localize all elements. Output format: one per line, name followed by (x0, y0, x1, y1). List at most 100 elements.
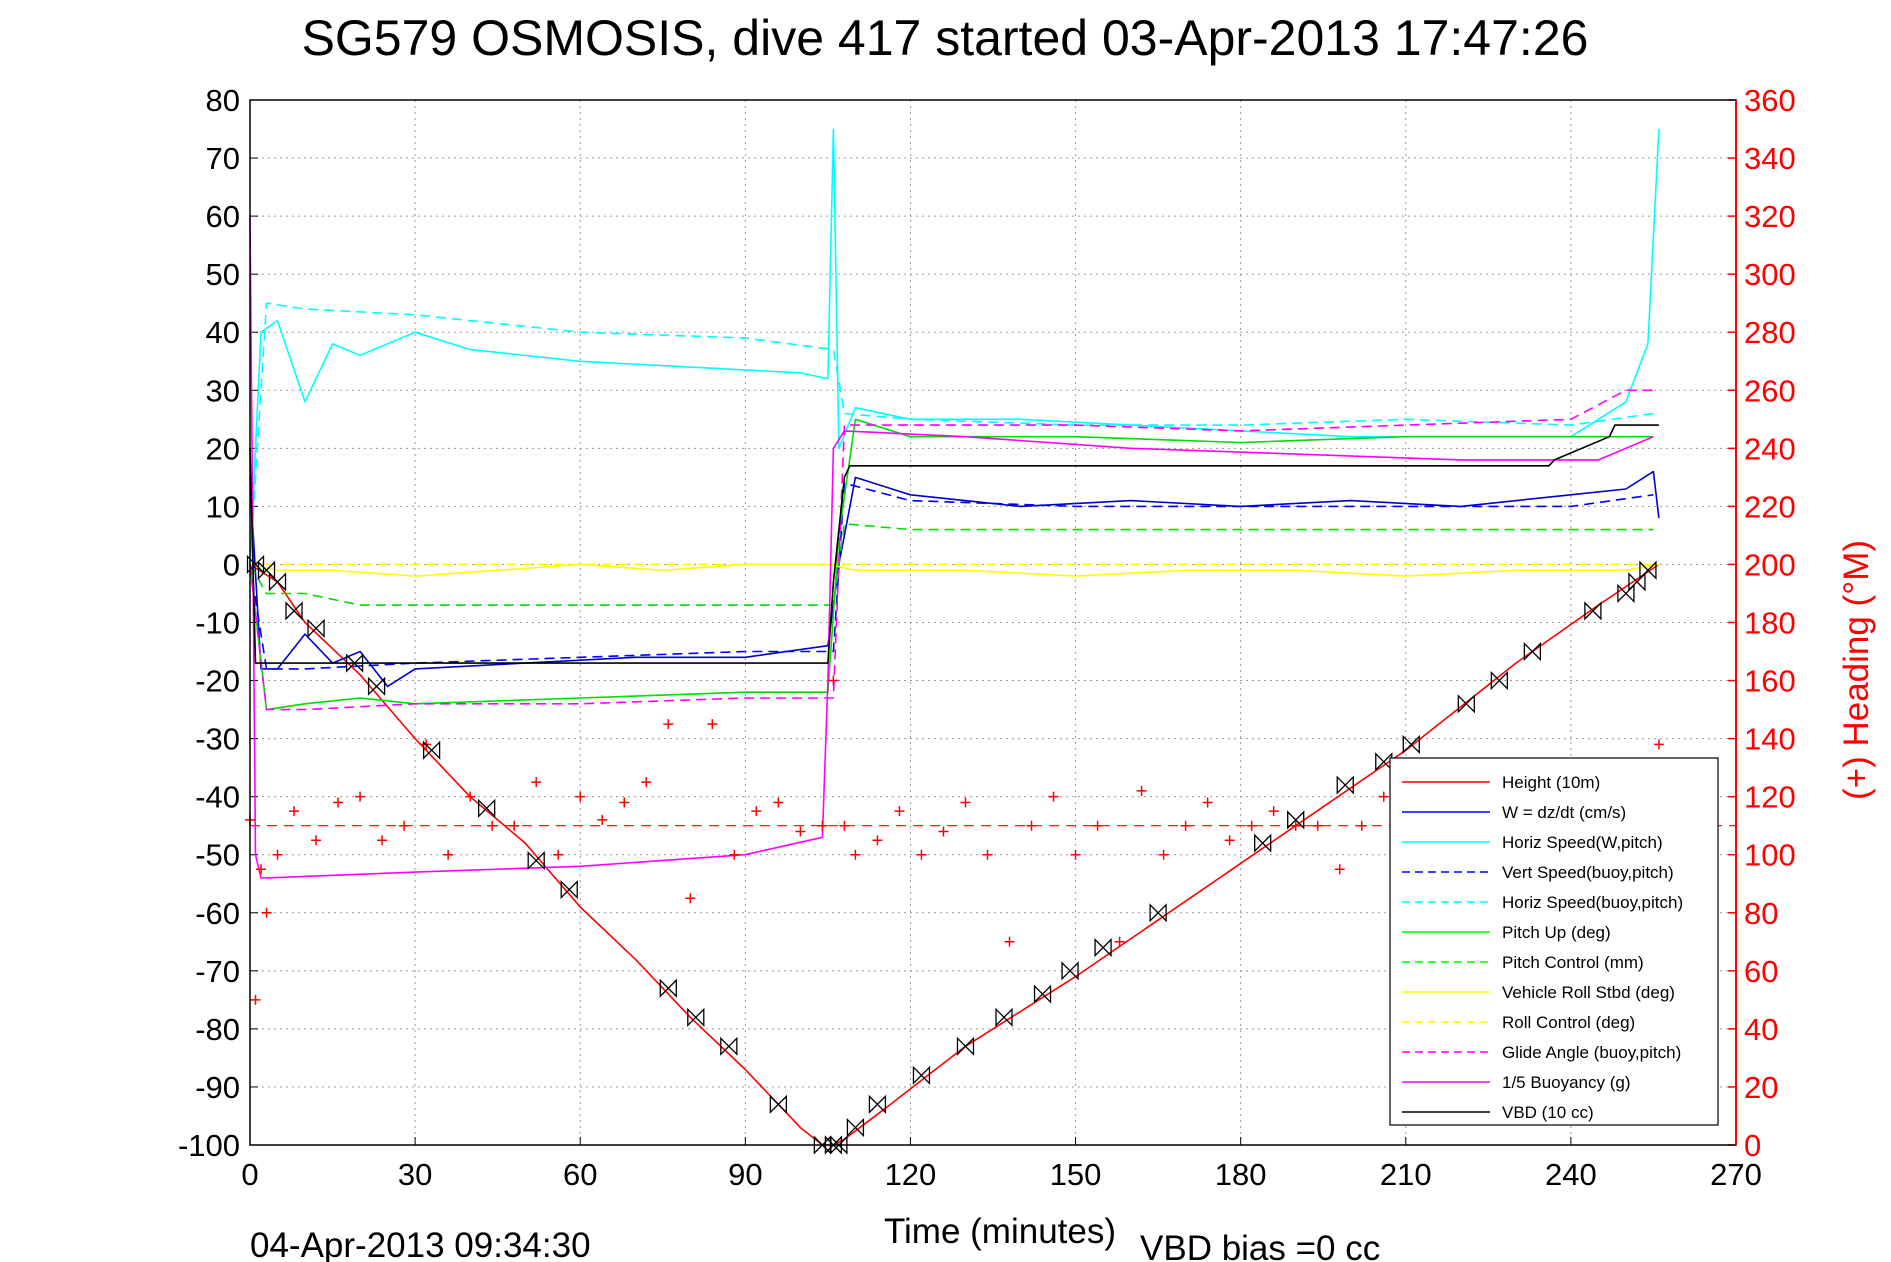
heading-point (1202, 797, 1213, 808)
vbd-marker (1490, 670, 1508, 691)
x-tick-label: 90 (728, 1157, 762, 1192)
heading-point (399, 820, 410, 831)
legend-label: Horiz Speed(W,pitch) (1502, 833, 1663, 852)
series-lines (249, 128, 1660, 1146)
series-line-3 (249, 482, 1654, 670)
heading-point (1224, 835, 1235, 846)
vbd-marker (285, 601, 303, 621)
y-tick-label: -100 (178, 1128, 240, 1163)
heading-point (982, 849, 993, 860)
y2-tick-label: 60 (1744, 954, 1778, 989)
heading-point (707, 719, 718, 730)
heading-point (1158, 849, 1169, 860)
vbd-marker (1033, 984, 1052, 1004)
heading-point (1312, 820, 1323, 831)
heading-point (443, 849, 454, 860)
heading-point (333, 797, 344, 808)
y-axis-right-label: (+) Heading (°M) (1837, 540, 1876, 800)
vbd-marker (478, 798, 496, 818)
y2-tick-label: 80 (1744, 896, 1778, 931)
vbd-markers (246, 554, 1657, 1155)
heading-point (261, 907, 272, 918)
heading-point (465, 791, 476, 802)
vbd-marker (1457, 694, 1475, 714)
vbd-marker (769, 1094, 788, 1114)
vbd-marker (1149, 903, 1167, 923)
legend-label: Pitch Control (mm) (1502, 953, 1644, 972)
heading-point (311, 835, 322, 846)
x-tick-label: 150 (1050, 1157, 1102, 1192)
heading-point (916, 849, 927, 860)
heading-point (729, 849, 740, 860)
vbd-marker (956, 1036, 975, 1056)
y2-tick-label: 360 (1744, 83, 1796, 118)
heading-point (641, 777, 652, 788)
vbd-marker (868, 1094, 887, 1114)
y2-tick-label: 200 (1744, 547, 1796, 582)
vbd-marker (422, 740, 441, 760)
heading-point (1026, 820, 1037, 831)
heading-point (487, 820, 498, 831)
y2-tick-label: 20 (1744, 1070, 1778, 1105)
y2-tick-label: 0 (1744, 1128, 1761, 1163)
x-tick-label: 210 (1380, 1157, 1432, 1192)
heading-point (828, 675, 839, 686)
x-tick-label: 270 (1710, 1157, 1762, 1192)
heading-point (1180, 820, 1191, 831)
heading-point (250, 994, 261, 1005)
y2-tick-label: 220 (1744, 489, 1796, 524)
y-tick-label: -90 (195, 1070, 240, 1105)
series-line-10 (249, 216, 1654, 879)
chart-title: SG579 OSMOSIS, dive 417 started 03-Apr-2… (302, 10, 1589, 66)
heading-point (1070, 849, 1081, 860)
heading-point (938, 826, 949, 837)
vbd-marker (1639, 560, 1657, 580)
vbd-marker (995, 1007, 1013, 1027)
heading-point (377, 835, 388, 846)
heading-point (773, 797, 784, 808)
legend-label: Height (10m) (1502, 773, 1600, 792)
y2-tick-label: 100 (1744, 838, 1796, 873)
footer-timestamp: 04-Apr-2013 09:34:30 (250, 1226, 591, 1262)
heading-point (1048, 791, 1059, 802)
y-tick-label: -60 (195, 896, 240, 931)
y-tick-label: 20 (206, 431, 240, 466)
heading-point (1246, 820, 1257, 831)
legend-label: Glide Angle (buoy,pitch) (1502, 1043, 1681, 1062)
y2-tick-label: 40 (1744, 1012, 1778, 1047)
heading-point (272, 849, 283, 860)
heading-point (817, 820, 828, 831)
legend-label: Vehicle Roll Stbd (deg) (1502, 983, 1675, 1002)
vbd-marker (687, 1007, 705, 1027)
vbd-marker (268, 572, 287, 592)
heading-point (751, 806, 762, 817)
series-line-0 (249, 563, 1660, 1146)
x-tick-label: 240 (1545, 1157, 1597, 1192)
legend-label: Horiz Speed(buoy,pitch) (1502, 893, 1683, 912)
y2-tick-label: 240 (1744, 431, 1796, 466)
heading-point (355, 791, 366, 802)
y2-tick-label: 300 (1744, 257, 1796, 292)
heading-point (839, 820, 850, 831)
heading-point (1334, 864, 1345, 875)
x-tick-label: 0 (241, 1157, 258, 1192)
vbd-marker (307, 618, 325, 638)
vbd-marker (1287, 810, 1305, 830)
legend-label: 1/5 Buoyancy (g) (1502, 1073, 1631, 1092)
vbd-marker (1254, 833, 1272, 853)
heading-point (531, 777, 542, 788)
heading-point (597, 814, 608, 825)
vbd-marker (1523, 641, 1542, 662)
vbd-marker (1402, 734, 1420, 754)
y2-tick-label: 160 (1744, 664, 1796, 699)
y-tick-label: 70 (206, 141, 240, 176)
vbd-marker (720, 1036, 738, 1056)
y-tick-label: 10 (206, 489, 240, 524)
y-tick-label: 0 (223, 547, 240, 582)
x-axis-ticks: 0 30 60 90 120 150 180 210 240 270 (241, 1137, 1762, 1192)
y-axis-right-ticks: 3603403203002802602402202001801601401201… (1728, 83, 1796, 1163)
heading-point (872, 835, 883, 846)
y-tick-label: -20 (195, 664, 240, 699)
y-tick-label: -80 (195, 1012, 240, 1047)
vbd-marker (1375, 752, 1393, 772)
